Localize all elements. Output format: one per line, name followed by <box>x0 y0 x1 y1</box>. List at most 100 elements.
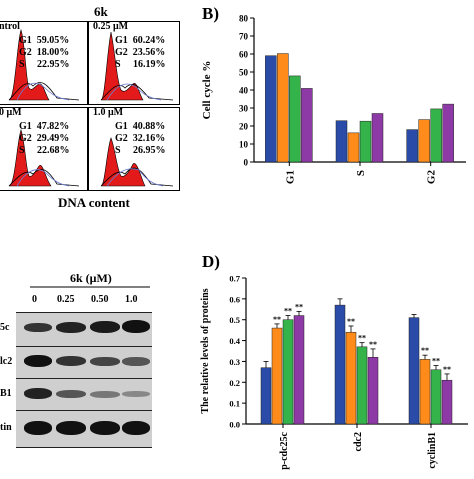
bar <box>443 104 454 162</box>
dose-label: 0.25 <box>57 294 75 305</box>
blot-band <box>90 421 120 435</box>
x-tick-label: S <box>355 170 367 176</box>
blot-row-cyclinb1 <box>16 378 152 412</box>
blot-band <box>90 391 120 398</box>
stat-s: S 16.19% <box>115 59 166 70</box>
stat-g1: G1 60.24% <box>115 35 165 46</box>
significance-mark: ** <box>347 317 355 326</box>
y-tick-label: 30 <box>239 104 249 114</box>
significance-mark: ** <box>432 357 440 366</box>
y-tick-label: 0 <box>244 158 249 168</box>
blot-band <box>56 356 86 366</box>
blot-band <box>56 421 86 435</box>
bar <box>272 328 282 424</box>
bar <box>294 316 304 424</box>
stat-g1: G1 59.05% <box>19 35 69 46</box>
histogram-control: ntrol G1 59.05% G2 18.00% S 22.95% <box>0 21 88 105</box>
blot-row-actin <box>16 410 152 448</box>
y-tick-label: 0.7 <box>229 274 240 284</box>
blot-band <box>90 357 120 366</box>
y-tick-label: 60 <box>239 50 249 60</box>
panel-a-title: 6k <box>94 4 108 20</box>
blot-band <box>122 391 150 397</box>
stat-g2: G2 32.16% <box>115 133 165 144</box>
bar <box>348 133 359 162</box>
bar <box>357 347 367 424</box>
bar <box>419 120 430 162</box>
bar <box>336 121 347 162</box>
significance-mark: ** <box>369 340 377 349</box>
significance-mark: ** <box>295 302 303 311</box>
bar <box>283 320 293 424</box>
y-tick-label: 0.1 <box>229 399 240 409</box>
protein-levels-chart: The relative levels of proteins 0.0 0.1 0.2… <box>196 244 474 474</box>
bar <box>277 54 288 162</box>
y-tick-label: 0.6 <box>229 294 240 304</box>
blot-band <box>24 421 52 435</box>
y-tick-label: 80 <box>239 14 249 24</box>
blot-band <box>56 322 86 333</box>
blot-title-bracket <box>0 281 165 295</box>
panel-b-tag: B) <box>202 4 219 24</box>
stat-s: S 22.68% <box>19 145 70 156</box>
bar <box>420 359 430 424</box>
stat-g2: G2 23.56% <box>115 47 165 58</box>
bar <box>368 357 378 424</box>
histogram-050: 0 μM G1 47.82% G2 29.49% S 22.68% <box>0 107 88 191</box>
bar <box>335 305 345 424</box>
bar <box>431 109 442 162</box>
protein-label: 5c <box>0 322 9 333</box>
histogram-10: 1.0 μM G1 40.88% G2 32.16% S 26.95% <box>88 107 180 191</box>
label-control: ntrol <box>0 21 20 32</box>
protein-label: lc2 <box>0 356 12 367</box>
blot-band <box>24 388 52 399</box>
bar <box>301 88 312 162</box>
y-tick-label: 0.4 <box>229 336 240 346</box>
significance-mark: ** <box>421 346 429 355</box>
label-025: 0.25 μM <box>93 21 128 32</box>
dna-content-label: DNA content <box>58 195 130 211</box>
y-tick-label: 0.2 <box>229 378 240 388</box>
dose-label: 0 <box>32 294 37 305</box>
y-tick-label: 70 <box>239 32 249 42</box>
label-050: 0 μM <box>0 107 22 118</box>
y-axis-label: Cell cycle % <box>201 61 213 120</box>
stat-g2: G2 29.49% <box>19 133 69 144</box>
panel-a: 6k ntrol G1 59.05% G2 18.00% S 22.95% 0.… <box>0 0 190 215</box>
protein-label: tin <box>0 422 12 433</box>
protein-label: B1 <box>0 388 12 399</box>
panel-b: B) Cell cycle % 0 10 20 30 40 50 60 70 80 G1 S G2 <box>196 0 474 215</box>
blot-band <box>122 357 150 366</box>
bar <box>407 130 418 162</box>
bar <box>442 380 452 424</box>
bar <box>409 318 419 424</box>
y-tick-label: 20 <box>239 122 249 132</box>
bar <box>289 76 300 162</box>
bar <box>265 56 276 162</box>
dose-label: 0.50 <box>91 294 109 305</box>
blot-band <box>56 390 86 398</box>
y-tick-label: 50 <box>239 68 249 78</box>
x-tick-label: cdc2 <box>353 432 364 451</box>
stat-g1: G1 47.82% <box>19 121 69 132</box>
stat-s: S 22.95% <box>19 59 70 70</box>
panel-c: 6k (μM) 0 0.25 0.50 1.0 5c lc2 B1 tin <box>0 268 165 474</box>
cell-cycle-chart: Cell cycle % 0 10 20 30 40 50 60 70 80 G1 S G2 <box>196 0 474 215</box>
blot-band <box>24 323 52 332</box>
y-axis-label: The relative levels of proteins <box>200 288 211 413</box>
significance-mark: ** <box>443 365 451 374</box>
x-tick-label: G1 <box>284 170 296 184</box>
blot-band <box>90 321 120 333</box>
bar <box>261 368 271 424</box>
x-tick-label: cyclinB1 <box>427 432 438 469</box>
y-tick-label: 10 <box>239 140 249 150</box>
y-tick-label: 0.5 <box>229 315 240 325</box>
y-tick-label: 0.0 <box>229 420 240 430</box>
blot-band <box>122 421 150 435</box>
panel-d-tag: D) <box>202 252 220 272</box>
histogram-025: 0.25 μM G1 60.24% G2 23.56% S 16.19% <box>88 21 180 105</box>
y-tick-label: 0.3 <box>229 357 240 367</box>
blot-band <box>122 320 150 333</box>
bar <box>431 370 441 424</box>
stat-g2: G2 18.00% <box>19 47 69 58</box>
